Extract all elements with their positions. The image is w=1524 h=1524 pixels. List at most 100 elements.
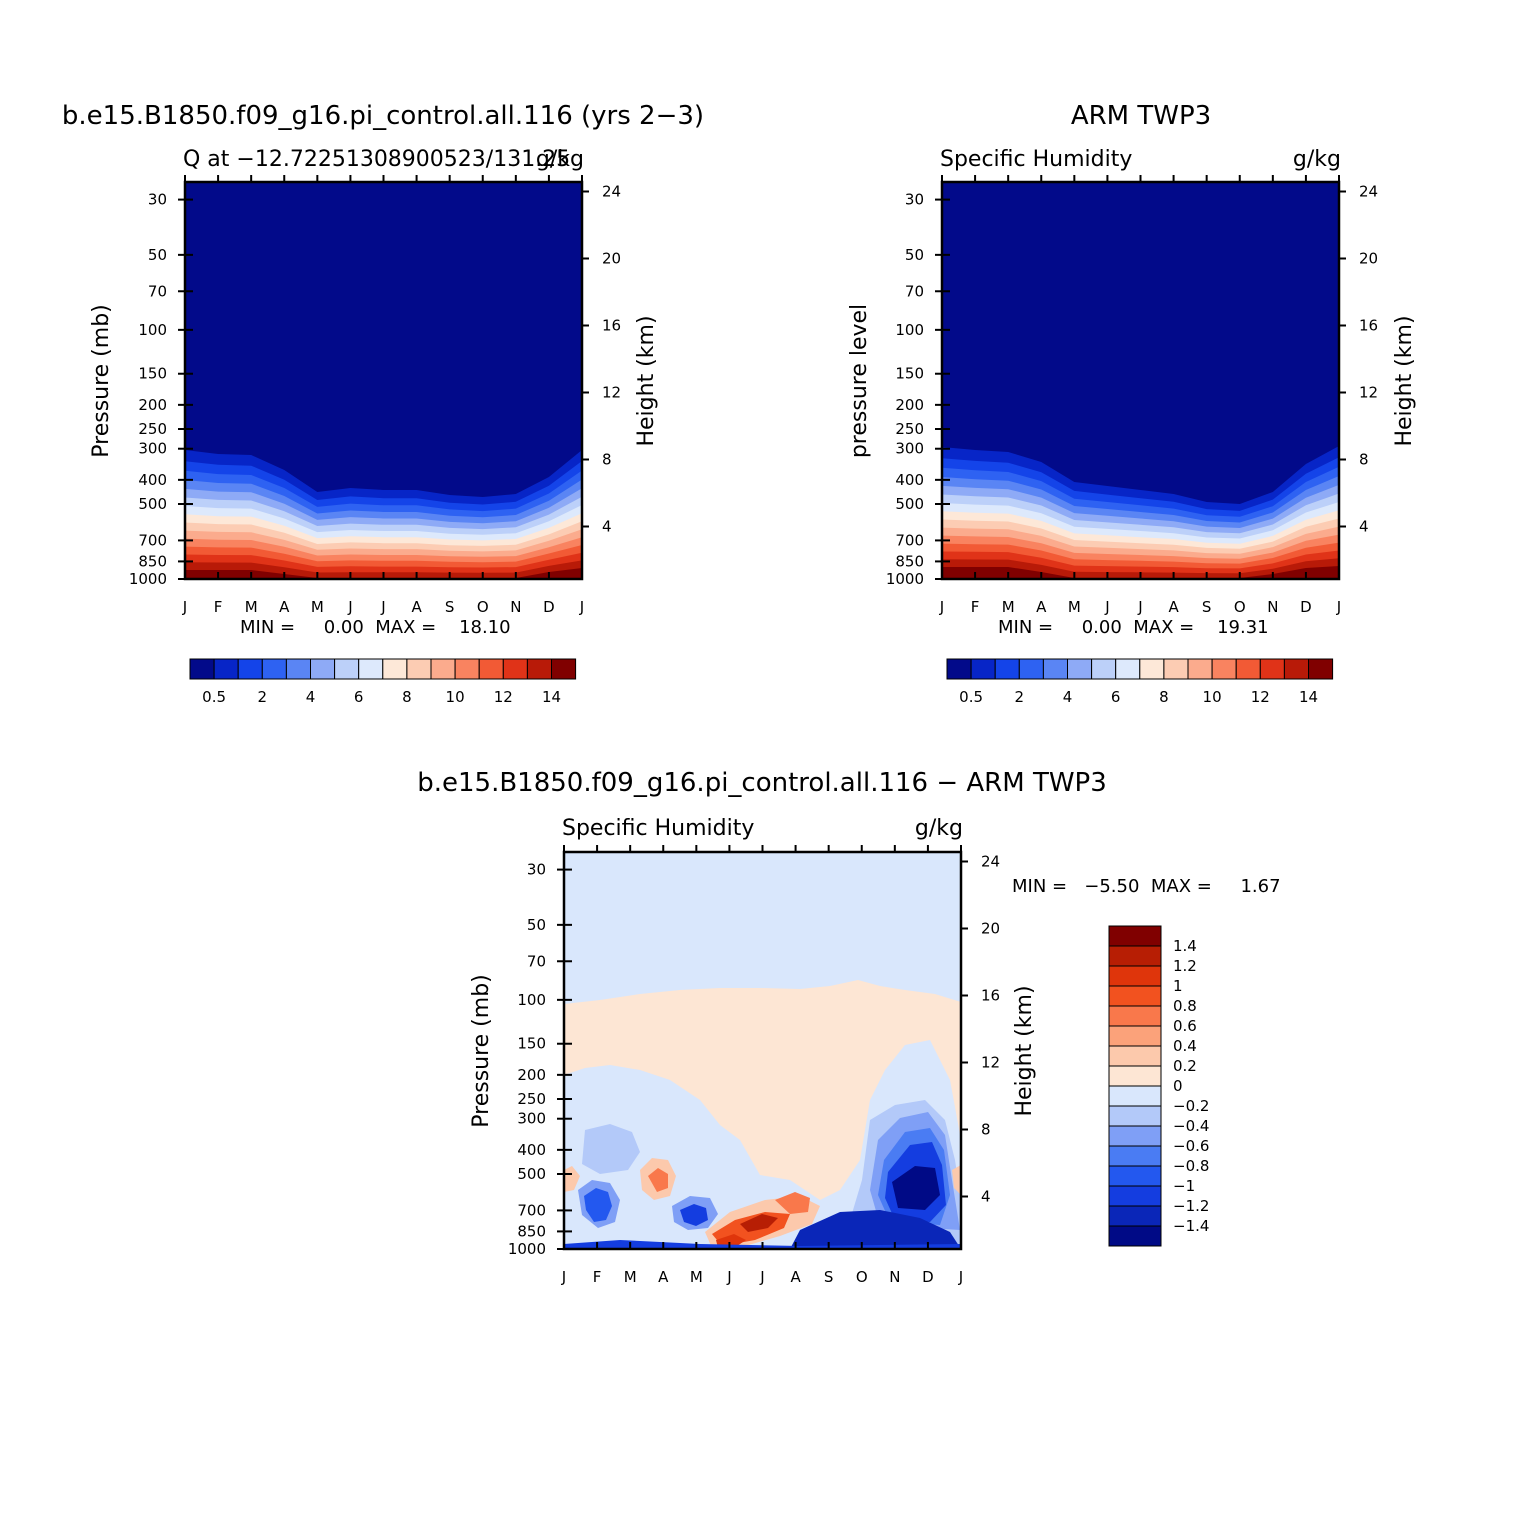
y-tick-label: 700 <box>895 531 924 549</box>
y-tick-label: 400 <box>517 1141 546 1159</box>
colorbar-swatch <box>358 658 384 680</box>
colorbar-label: −1 <box>1173 1177 1195 1195</box>
panel-left-label: Specific Humidity <box>940 147 1132 172</box>
axis-ticks: J F M A M J J A S O N D J 30 50 70 100 150 200 250 300 400 500… <box>508 845 1000 1286</box>
y2-tick-label: 16 <box>981 987 1000 1005</box>
y-tick-label: 50 <box>148 246 167 264</box>
y-tick-label: 50 <box>527 916 546 934</box>
y-tick-label: 300 <box>895 440 924 458</box>
y-tick-label: 500 <box>895 495 924 513</box>
y-tick-label: 1000 <box>129 570 167 588</box>
y-tick-label: 850 <box>138 552 167 570</box>
contour-field <box>185 182 582 579</box>
colorbar-label: −1.2 <box>1173 1197 1209 1215</box>
y2-tick-label: 24 <box>1359 183 1378 201</box>
colorbar-swatch <box>1283 658 1310 680</box>
colorbar-swatch <box>1108 1085 1162 1107</box>
x-tick-label: J <box>561 1268 566 1286</box>
colorbar-label: 1.2 <box>1173 957 1197 975</box>
y-tick-label: 200 <box>895 396 924 414</box>
colorbar-swatch <box>1108 1165 1162 1187</box>
colorbar-swatch <box>454 658 480 680</box>
contour-band <box>582 1124 640 1174</box>
x-tick-label: M <box>245 598 258 616</box>
y-tick-label: 250 <box>517 1090 546 1108</box>
y-tick-label: 500 <box>138 495 167 513</box>
y2-tick-label: 16 <box>1359 317 1378 335</box>
colorbar-label: −0.4 <box>1173 1117 1209 1135</box>
colorbar-label: 0.4 <box>1173 1037 1197 1055</box>
contour-band <box>680 1204 708 1226</box>
y-tick-label: 150 <box>895 365 924 383</box>
panel-units-label: g/kg <box>915 816 963 841</box>
panel-left-label: Specific Humidity <box>562 816 754 841</box>
y-tick-label: 50 <box>905 246 924 264</box>
min-max-readout: MIN = 0.00 MAX = 19.31 <box>998 617 1269 638</box>
colorbar: 0.5 2 4 6 8 10 12 14 <box>189 658 577 706</box>
colorbar-label: 14 <box>542 688 561 706</box>
colorbar-swatch <box>551 658 577 680</box>
colorbar-swatch <box>334 658 360 680</box>
contour-band <box>564 980 961 1200</box>
colorbar-swatch <box>1108 1225 1162 1247</box>
colorbar-label: 2 <box>258 688 268 706</box>
y-tick-label: 500 <box>517 1165 546 1183</box>
x-tick-label: D <box>543 598 555 616</box>
colorbar-swatch <box>1108 1105 1162 1127</box>
y-tick-label: 850 <box>895 552 924 570</box>
contour-field <box>942 182 1339 579</box>
colorbar-swatch <box>1108 1045 1162 1067</box>
x-tick-label: A <box>1168 598 1179 616</box>
colorbar-swatch <box>237 658 263 680</box>
colorbar-label: 10 <box>446 688 465 706</box>
y2-axis-label: Height (km) <box>1392 315 1417 446</box>
y-tick-label: 400 <box>895 471 924 489</box>
x-tick-label: F <box>971 598 980 616</box>
contour-band <box>775 1192 810 1214</box>
min-max-readout: MIN = −5.50 MAX = 1.67 <box>1012 876 1281 897</box>
colorbar-swatch <box>1108 1005 1162 1027</box>
y-tick-label: 700 <box>517 1201 546 1219</box>
colorbar-label: 8 <box>1159 688 1169 706</box>
contour-band <box>790 1210 961 1249</box>
x-tick-label: J <box>579 598 584 616</box>
colorbar-label: 1.4 <box>1173 937 1197 955</box>
colorbar-label: 0 <box>1173 1077 1183 1095</box>
y2-tick-label: 24 <box>602 183 621 201</box>
colorbar: 0.5 2 4 6 8 10 12 14 <box>946 658 1334 706</box>
y-tick-label: 850 <box>517 1222 546 1240</box>
y2-tick-label: 8 <box>602 451 612 469</box>
x-tick-label: F <box>593 1268 602 1286</box>
x-tick-label: J <box>958 1268 963 1286</box>
x-tick-label: A <box>411 598 422 616</box>
y-tick-label: 200 <box>517 1066 546 1084</box>
y-tick-label: 250 <box>895 420 924 438</box>
y2-tick-label: 12 <box>602 384 621 402</box>
colorbar-swatch <box>1115 658 1141 680</box>
colorbar-swatch <box>1067 658 1093 680</box>
x-tick-label: J <box>1137 598 1142 616</box>
x-tick-label: S <box>1202 598 1212 616</box>
colorbar-swatch <box>1108 1145 1162 1167</box>
contour-band <box>648 1168 668 1192</box>
colorbar-swatch <box>261 658 287 680</box>
contour-band <box>584 1188 612 1222</box>
x-tick-label: J <box>1104 598 1109 616</box>
colorbar-swatch <box>382 658 408 680</box>
contour-band <box>952 1165 961 1195</box>
y2-tick-label: 20 <box>602 250 621 268</box>
colorbar-label: 0.8 <box>1173 997 1197 1015</box>
colorbar-swatch <box>946 658 972 680</box>
contour-field <box>564 852 961 1249</box>
x-tick-label: S <box>824 1268 834 1286</box>
x-tick-label: M <box>1002 598 1015 616</box>
x-tick-label: N <box>1267 598 1278 616</box>
y-axis-label: Pressure (mb) <box>469 974 494 1128</box>
colorbar-swatch <box>430 658 456 680</box>
x-tick-label: J <box>1336 598 1341 616</box>
x-tick-label: N <box>510 598 521 616</box>
y2-tick-label: 4 <box>1359 518 1369 536</box>
panel-units-label: g/kg <box>1293 147 1341 172</box>
panel-title: b.e15.B1850.f09_g16.pi_control.all.116 (… <box>62 101 704 131</box>
